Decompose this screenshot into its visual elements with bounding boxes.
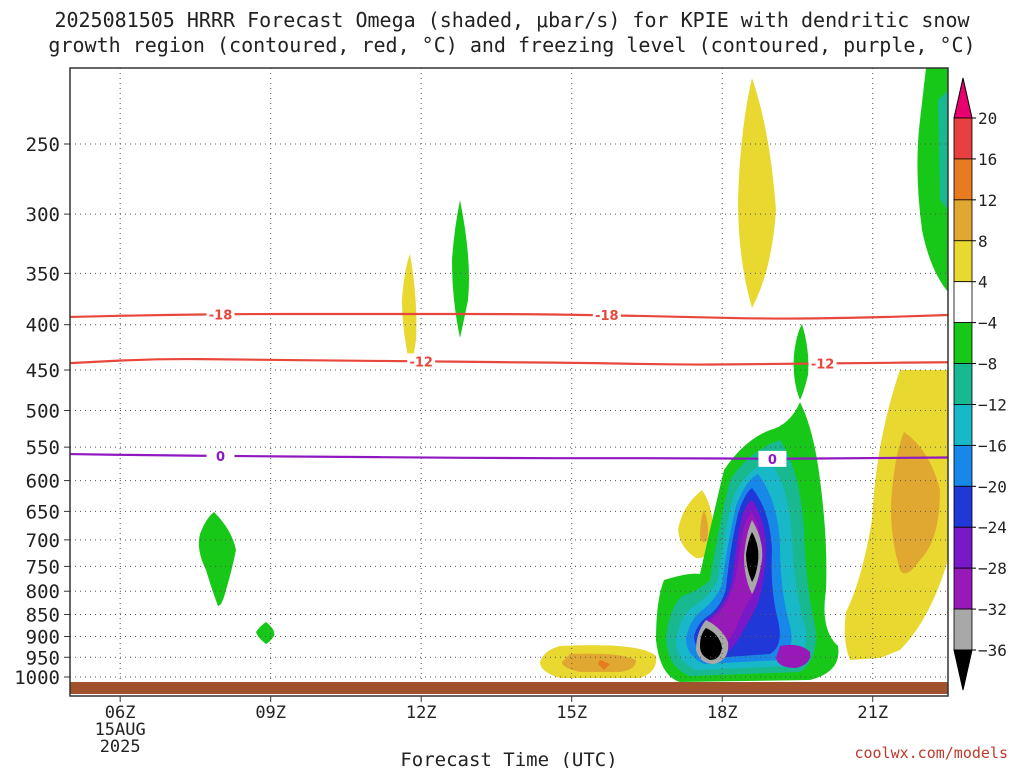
colorbar-segment bbox=[953, 567, 973, 610]
contour-line bbox=[69, 357, 949, 366]
contour-label-bg bbox=[407, 353, 436, 370]
contour-label: -12 bbox=[409, 355, 433, 370]
surface-strip bbox=[70, 682, 948, 694]
y-tick-label: 600 bbox=[26, 471, 60, 493]
contour-label: 0 bbox=[216, 450, 225, 465]
colorbar-segment bbox=[953, 240, 973, 283]
x-tick-label: 15Z bbox=[556, 703, 587, 723]
colorbar-segment bbox=[953, 199, 973, 242]
y-tick-label: 450 bbox=[26, 360, 60, 382]
colorbar-bottom-triangle bbox=[953, 649, 973, 691]
colorbar-segment bbox=[953, 117, 973, 160]
contour-label: -12 bbox=[811, 357, 835, 372]
omega-region-20z-purple bbox=[776, 644, 811, 668]
colorbar-label: 20 bbox=[978, 109, 997, 128]
colorbar-segment bbox=[953, 404, 973, 446]
y-tick-label: 300 bbox=[26, 204, 60, 226]
colorbar-segment bbox=[953, 608, 973, 651]
omega-region-right-orange bbox=[891, 432, 940, 574]
omega-region-16z-red bbox=[598, 660, 610, 670]
y-tick-label: 700 bbox=[26, 530, 60, 552]
contour-label: 0 bbox=[768, 453, 777, 468]
x-tick-label: 09Z bbox=[255, 703, 286, 723]
contour-label: -18 bbox=[209, 308, 233, 323]
y-axis-ticks: 2503003504004505005506006507007508008509… bbox=[14, 134, 70, 689]
x-tick-label: 18Z bbox=[707, 703, 738, 723]
contour-label-bg bbox=[808, 355, 837, 372]
y-tick-label: 950 bbox=[26, 647, 60, 669]
contour-label-bg bbox=[206, 306, 235, 323]
y-tick-label: 350 bbox=[26, 263, 60, 285]
omega-region-12z-yellow bbox=[402, 254, 417, 366]
y-tick-label: 400 bbox=[26, 315, 60, 337]
y-tick-label: 1000 bbox=[14, 667, 60, 689]
y-tick-label: 850 bbox=[26, 605, 60, 627]
chart-title: 2025081505 HRRR Forecast Omega (shaded, … bbox=[48, 8, 976, 57]
y-tick-label: 250 bbox=[26, 134, 60, 156]
x-tick-label: 06Z bbox=[105, 703, 136, 723]
x-tick-label: 21Z bbox=[857, 703, 888, 723]
colorbar-top-triangle bbox=[953, 77, 973, 119]
y-tick-label: 900 bbox=[26, 626, 60, 648]
colorbar-label: −28 bbox=[978, 559, 1007, 578]
omega-region-13z-green bbox=[452, 200, 469, 338]
temperature-contours: -18 -18 -12 -12 0 0 bbox=[69, 306, 949, 468]
omega-region-main-black-upper bbox=[746, 532, 759, 582]
colorbar-label: −4 bbox=[978, 314, 997, 333]
colorbar-label: −32 bbox=[978, 600, 1007, 619]
colorbar-segment bbox=[953, 363, 973, 405]
colorbar-segment bbox=[953, 485, 973, 528]
colorbar-segment bbox=[953, 526, 973, 569]
colorbar-label: 8 bbox=[978, 232, 988, 251]
colorbar-label: −12 bbox=[978, 395, 1007, 414]
omega-region-upper-yellow bbox=[738, 78, 776, 308]
contour-line bbox=[69, 312, 949, 320]
y-tick-label: 500 bbox=[26, 401, 60, 423]
x-tick-label: 12Z bbox=[406, 703, 437, 723]
credit-text: coolwx.com/models bbox=[854, 744, 1008, 762]
contour-label-bg bbox=[592, 307, 621, 324]
y-tick-label: 750 bbox=[26, 556, 60, 578]
contour-label: -18 bbox=[595, 309, 619, 324]
x-axis-label: Forecast Time (UTC) bbox=[400, 749, 617, 768]
plot-frame bbox=[69, 67, 949, 697]
colorbar-label: 16 bbox=[978, 150, 997, 169]
colorbar-segment bbox=[953, 281, 973, 324]
contour-label-bg bbox=[758, 450, 787, 467]
colorbar-segment bbox=[953, 158, 973, 201]
x-tick-sublabel: 2025 bbox=[100, 737, 141, 757]
omega-region-18z-orange bbox=[700, 510, 708, 543]
omega-region-upper-right-teal bbox=[938, 90, 948, 210]
colorbar-segment bbox=[953, 322, 973, 364]
y-tick-label: 650 bbox=[26, 501, 60, 523]
colorbar-label: −36 bbox=[978, 641, 1007, 660]
omega-region-20z-green-upper bbox=[793, 324, 809, 400]
x-tick-sublabel: 15AUG bbox=[95, 720, 146, 740]
contour-label-bg bbox=[206, 447, 235, 464]
omega-region-08z-green bbox=[198, 512, 236, 606]
colorbar-label: −20 bbox=[978, 477, 1007, 496]
colorbar-segment bbox=[953, 444, 973, 487]
y-tick-label: 550 bbox=[26, 437, 60, 459]
colorbar: 20 16 12 8 4 −4 −8 −12 −16 −20 −24 −28 −32 −36 bbox=[953, 77, 1007, 691]
omega-shading bbox=[198, 68, 948, 682]
y-tick-label: 800 bbox=[26, 581, 60, 603]
colorbar-label: 4 bbox=[978, 273, 988, 292]
colorbar-label: −8 bbox=[978, 355, 997, 374]
omega-region-09z-green bbox=[256, 622, 275, 644]
colorbar-label: −24 bbox=[978, 518, 1007, 537]
colorbar-label: −16 bbox=[978, 436, 1007, 455]
colorbar-label: 12 bbox=[978, 191, 997, 210]
